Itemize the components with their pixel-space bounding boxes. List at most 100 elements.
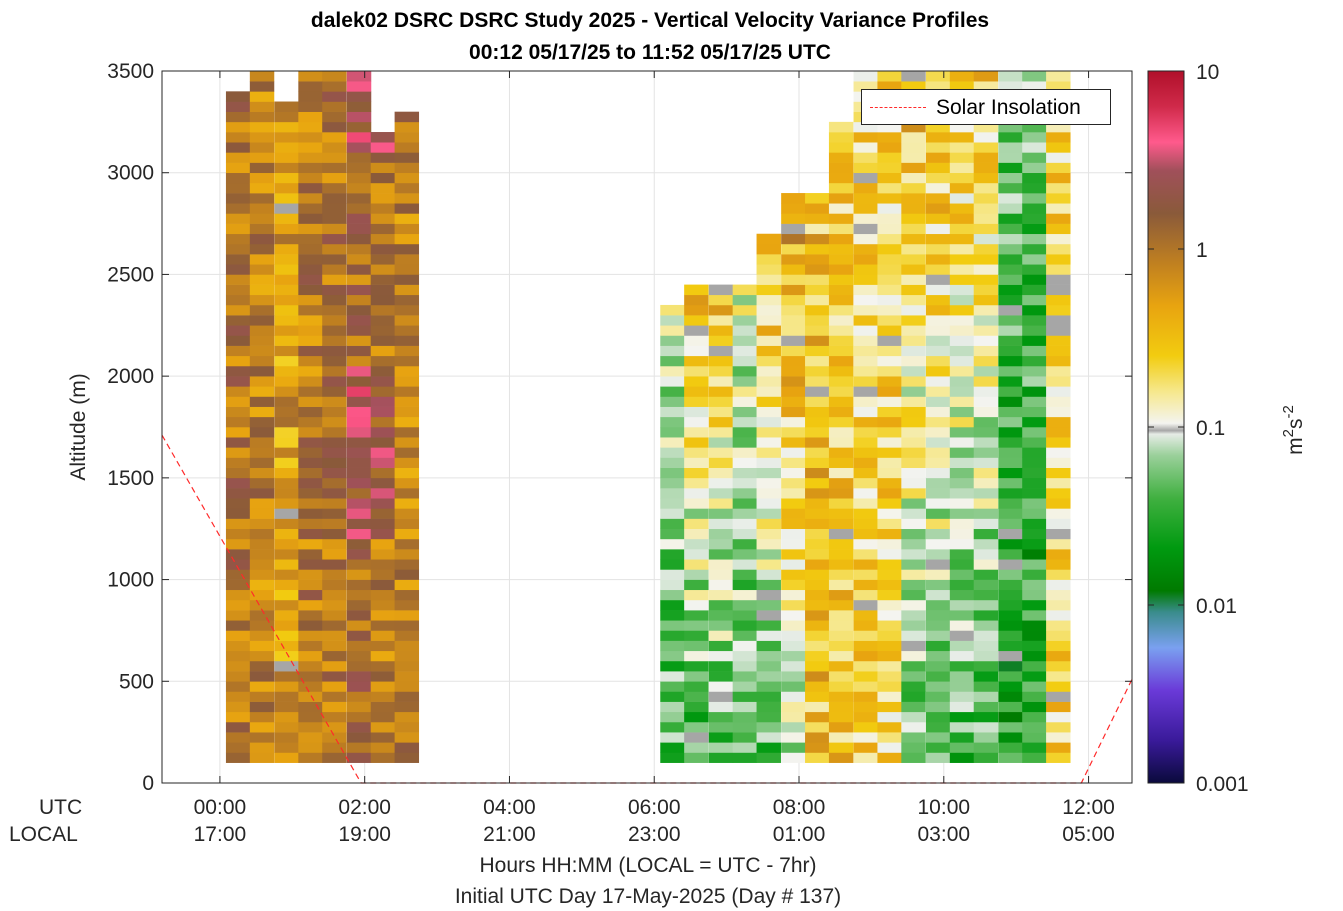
- heatmap-cell: [225, 233, 251, 245]
- heatmap-cell: [225, 538, 251, 550]
- heatmap-cell: [394, 752, 420, 763]
- heatmap-cell: [298, 691, 323, 702]
- heatmap-cell: [708, 457, 734, 468]
- heatmap-cell: [925, 121, 951, 133]
- heatmap-cell: [925, 325, 951, 336]
- heatmap-cell: [1022, 121, 1047, 133]
- heatmap-cell: [949, 732, 975, 743]
- heatmap-cell: [370, 589, 396, 601]
- heatmap-cell: [394, 284, 420, 296]
- heatmap-cell: [1022, 752, 1047, 763]
- heatmap-cell: [973, 518, 999, 530]
- heatmap-cell: [805, 376, 830, 387]
- heatmap-cell: [973, 437, 999, 448]
- heatmap-cell: [828, 457, 854, 468]
- heatmap-cell: [249, 610, 275, 621]
- heatmap-cell: [394, 325, 420, 336]
- colorbar-tick-label: 0.001: [1196, 773, 1249, 796]
- heatmap-cell: [1022, 498, 1047, 509]
- heatmap-cell: [298, 579, 323, 591]
- heatmap-cell: [901, 304, 926, 316]
- heatmap-cell: [828, 467, 854, 479]
- heatmap-cell: [708, 345, 734, 357]
- heatmap-cell: [973, 213, 999, 224]
- heatmap-cell: [901, 142, 926, 153]
- heatmap-cell: [853, 396, 878, 407]
- heatmap-cell: [225, 691, 251, 702]
- heatmap-cell: [781, 732, 806, 743]
- heatmap-cell: [756, 488, 781, 499]
- heatmap-cell: [805, 416, 830, 428]
- heatmap-cell: [1046, 549, 1071, 560]
- heatmap-cell: [346, 559, 372, 570]
- heatmap-cell: [249, 294, 275, 306]
- heatmap-cell: [756, 365, 781, 377]
- heatmap-cell: [370, 660, 396, 672]
- heatmap-cell: [732, 477, 758, 489]
- heatmap-cell: [998, 498, 1023, 509]
- heatmap-cell: [949, 721, 975, 733]
- heatmap-cell: [1046, 355, 1071, 367]
- heatmap-cell: [949, 406, 975, 418]
- heatmap-cell: [973, 752, 999, 763]
- heatmap-cell: [708, 396, 734, 407]
- heatmap-cell: [998, 172, 1023, 184]
- heatmap-cell: [370, 691, 396, 702]
- heatmap-cell: [274, 660, 299, 672]
- heatmap-cell: [660, 488, 685, 499]
- heatmap-cell: [274, 589, 299, 601]
- heatmap-cell: [756, 721, 781, 733]
- heatmap-cell: [949, 559, 975, 570]
- heatmap-cell: [1022, 681, 1047, 692]
- heatmap-cell: [274, 579, 299, 591]
- heatmap-cell: [949, 121, 975, 133]
- heatmap-cell: [998, 467, 1023, 479]
- heatmap-cell: [901, 681, 926, 692]
- heatmap-cell: [949, 284, 975, 296]
- heatmap-cell: [949, 345, 975, 357]
- heatmap-cell: [298, 701, 323, 713]
- heatmap-cell: [781, 650, 806, 662]
- heatmap-cell: [708, 528, 734, 540]
- heatmap-cell: [756, 671, 781, 682]
- heatmap-cell: [394, 243, 420, 255]
- heatmap-cell: [370, 569, 396, 580]
- heatmap-cell: [322, 538, 347, 550]
- heatmap-cell: [781, 223, 806, 235]
- heatmap-cell: [828, 498, 854, 509]
- heatmap-cell: [756, 549, 781, 560]
- heatmap-cell: [394, 365, 420, 377]
- heatmap-cell: [998, 243, 1023, 255]
- heatmap-cell: [370, 142, 396, 153]
- heatmap-cell: [249, 274, 275, 285]
- heatmap-cell: [708, 447, 734, 458]
- heatmap-cell: [973, 538, 999, 550]
- heatmap-cell: [394, 508, 420, 519]
- heatmap-cell: [1046, 71, 1071, 82]
- heatmap-cell: [394, 386, 420, 397]
- heatmap-cell: [877, 315, 902, 326]
- heatmap-cell: [853, 203, 878, 214]
- heatmap-cell: [225, 132, 251, 143]
- heatmap-cell: [756, 325, 781, 336]
- heatmap-cell: [949, 508, 975, 519]
- heatmap-cell: [346, 101, 372, 112]
- heatmap-cell: [346, 416, 372, 428]
- heatmap-cell: [998, 386, 1023, 397]
- heatmap-cell: [394, 681, 420, 692]
- heatmap-cell: [1046, 528, 1071, 540]
- heatmap-cell: [901, 427, 926, 438]
- heatmap-cell: [949, 650, 975, 662]
- heatmap-cell: [756, 457, 781, 468]
- heatmap-cell: [660, 630, 685, 641]
- heatmap-cell: [660, 620, 685, 631]
- heatmap-cell: [901, 335, 926, 346]
- heatmap-cell: [901, 742, 926, 753]
- heatmap-cell: [274, 538, 299, 550]
- heatmap-cell: [225, 640, 251, 652]
- heatmap-cell: [949, 589, 975, 601]
- heatmap-cell: [274, 142, 299, 153]
- heatmap-cell: [805, 721, 830, 733]
- heatmap-cell: [998, 437, 1023, 448]
- heatmap-cell: [853, 528, 878, 540]
